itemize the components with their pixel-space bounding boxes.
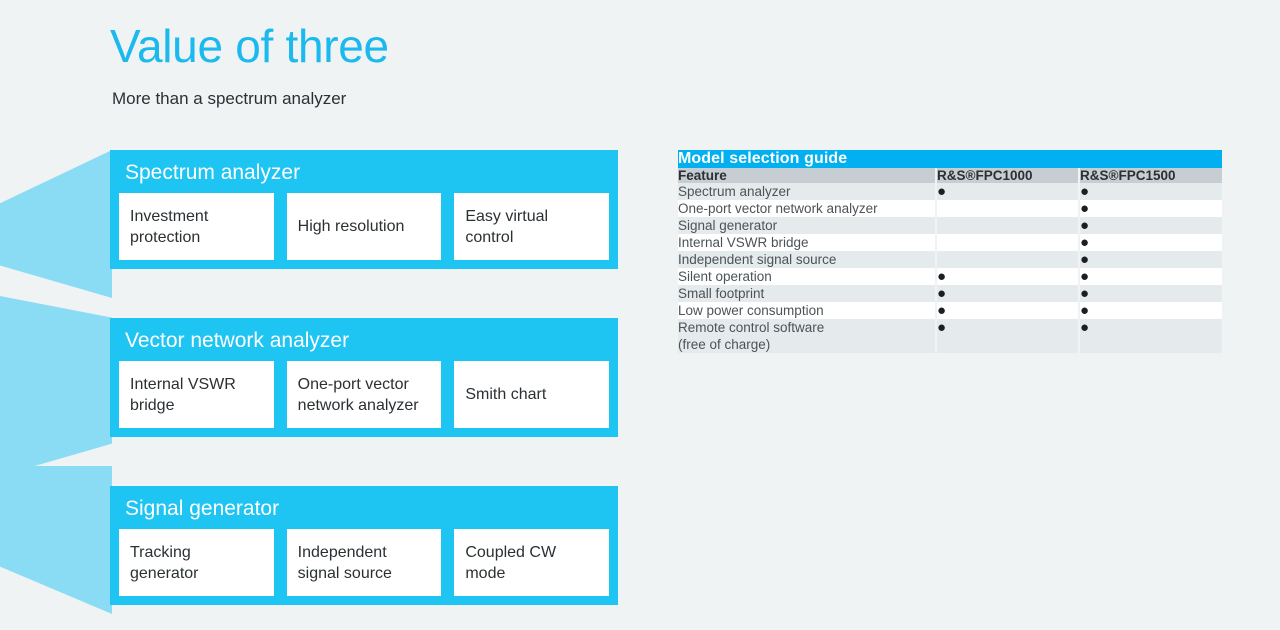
column-header-feature: Feature — [678, 168, 937, 183]
wedge-signal-generator — [0, 466, 112, 614]
table-cell-feature: Silent operation — [678, 268, 937, 285]
feature-card[interactable]: Smith chart — [454, 361, 610, 428]
bullet-icon: ● — [937, 285, 947, 302]
table-cell-fpc1500: ● — [1079, 268, 1223, 285]
wedge-vector-network-analyzer — [0, 296, 112, 476]
feature-card-label: Tracking generator — [130, 543, 199, 582]
table-cell-fpc1500: ● — [1079, 200, 1223, 217]
model-selection-table-body: Spectrum analyzer ● ● One-port vector netwo… — [678, 183, 1223, 353]
feature-card-label: Smith chart — [465, 386, 547, 403]
bullet-icon: ● — [1080, 217, 1090, 234]
table-banner-row: Model selection guide — [678, 150, 1223, 168]
table-cell-fpc1500: ● — [1079, 183, 1223, 200]
feature-card[interactable]: Independent signal source — [286, 529, 442, 596]
feature-block-vector-network-analyzer[interactable]: Vector network analyzer Internal VSWR br… — [110, 318, 618, 437]
feature-block-signal-generator[interactable]: Signal generator Tracking generator Inde… — [110, 486, 618, 605]
feature-blocks-column: Spectrum analyzer Investment protection … — [0, 150, 618, 614]
feature-card-label: Independent signal source — [297, 543, 392, 582]
feature-card-label: One-port vector network analyzer — [297, 375, 419, 414]
feature-card-label: Internal VSWR bridge — [130, 375, 236, 414]
table-cell-fpc1500: ● — [1079, 251, 1223, 268]
table-row: Independent signal source ● — [678, 251, 1223, 268]
table-cell-feature: Signal generator — [678, 217, 937, 234]
feature-block-title: Signal generator — [125, 497, 280, 520]
table-cell-feature: Independent signal source — [678, 251, 937, 268]
feature-card[interactable]: Investment protection — [119, 193, 274, 260]
table-row: Signal generator ● — [678, 217, 1223, 234]
column-header-fpc1000: R&S®FPC1000 — [936, 168, 1080, 183]
table-row: Spectrum analyzer ● ● — [678, 183, 1223, 200]
table-row: Remote control software (free of charge) ●… — [678, 319, 1223, 353]
table-cell-fpc1000: ● — [936, 268, 1080, 285]
bullet-icon: ● — [1080, 285, 1090, 302]
feature-card-group: Investment protection High resolution Ea… — [119, 193, 610, 260]
feature-block-title: Vector network analyzer — [125, 329, 350, 352]
feature-block-spectrum-analyzer[interactable]: Spectrum analyzer Investment protection … — [110, 150, 618, 269]
table-row: One-port vector network analyzer ● — [678, 200, 1223, 217]
page-subtitle: More than a spectrum analyzer — [112, 89, 347, 108]
table-cell-fpc1000: ● — [936, 319, 1080, 353]
table-cell-feature: Small footprint — [678, 285, 937, 302]
table-header-row: Feature R&S®FPC1000 R&S®FPC1500 — [678, 168, 1223, 183]
bullet-icon: ● — [1080, 302, 1090, 319]
bullet-icon: ● — [1080, 183, 1090, 200]
feature-block-title: Spectrum analyzer — [125, 161, 301, 184]
feature-card[interactable]: Tracking generator — [119, 529, 274, 596]
feature-card-label: Easy virtual control — [465, 207, 549, 246]
bullet-icon: ● — [1080, 200, 1090, 217]
table-cell-fpc1500: ● — [1079, 319, 1223, 353]
table-cell-fpc1500: ● — [1079, 234, 1223, 251]
table-cell-fpc1500: ● — [1079, 285, 1223, 302]
bullet-icon: ● — [937, 268, 947, 285]
model-selection-table: Model selection guide Feature R&S®FPC100… — [678, 150, 1223, 353]
feature-card-group: Tracking generator Independent signal so… — [119, 529, 610, 596]
table-cell-feature: Spectrum analyzer — [678, 183, 937, 200]
table-row: Low power consumption ● ● — [678, 302, 1223, 319]
table-cell-fpc1000 — [936, 200, 1080, 217]
feature-card[interactable]: Internal VSWR bridge — [119, 361, 274, 428]
wedge-spectrum-analyzer — [0, 150, 112, 298]
feature-card-label: Coupled CW mode — [465, 543, 557, 582]
page-title: Value of three — [110, 20, 389, 72]
table-cell-fpc1000 — [936, 217, 1080, 234]
feature-card[interactable]: One-port vector network analyzer — [286, 361, 442, 428]
table-banner: Model selection guide — [678, 150, 1223, 168]
page-header: Value of three More than a spectrum anal… — [110, 18, 670, 110]
bullet-icon: ● — [1080, 251, 1090, 268]
table-cell-fpc1000: ● — [936, 285, 1080, 302]
column-header-fpc1500: R&S®FPC1500 — [1079, 168, 1223, 183]
table-cell-fpc1000 — [936, 234, 1080, 251]
bullet-icon: ● — [937, 183, 947, 200]
feature-card-label: Investment protection — [130, 207, 209, 246]
table-row: Internal VSWR bridge ● — [678, 234, 1223, 251]
bullet-icon: ● — [937, 319, 947, 336]
feature-card[interactable]: Easy virtual control — [454, 193, 610, 260]
table-row: Silent operation ● ● — [678, 268, 1223, 285]
feature-card[interactable]: Coupled CW mode — [454, 529, 610, 596]
feature-card-label: High resolution — [297, 218, 405, 235]
feature-card-group: Internal VSWR bridge One-port vector net… — [119, 361, 610, 428]
table-cell-fpc1000 — [936, 251, 1080, 268]
bullet-icon: ● — [1080, 234, 1090, 251]
table-cell-fpc1000: ● — [936, 302, 1080, 319]
table-cell-fpc1500: ● — [1079, 217, 1223, 234]
bullet-icon: ● — [1080, 268, 1090, 285]
table-cell-feature: Remote control software (free of charge) — [678, 319, 937, 353]
bullet-icon: ● — [937, 302, 947, 319]
table-row: Small footprint ● ● — [678, 285, 1223, 302]
table-cell-fpc1000: ● — [936, 183, 1080, 200]
table-cell-feature: One-port vector network analyzer — [678, 200, 937, 217]
table-cell-feature: Low power consumption — [678, 302, 937, 319]
feature-card[interactable]: High resolution — [286, 193, 442, 260]
bullet-icon: ● — [1080, 319, 1090, 336]
table-cell-feature: Internal VSWR bridge — [678, 234, 937, 251]
table-cell-fpc1500: ● — [1079, 302, 1223, 319]
